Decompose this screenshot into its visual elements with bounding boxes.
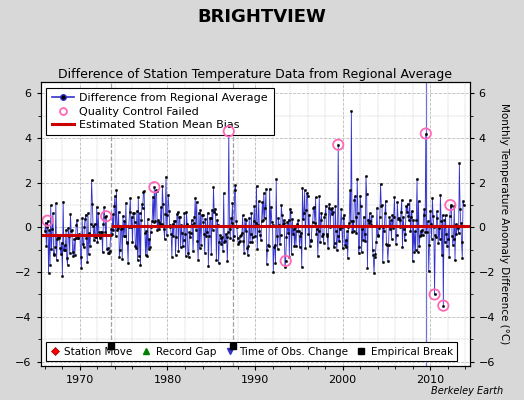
Title: Difference of Station Temperature Data from Regional Average: Difference of Station Temperature Data f… <box>58 68 452 81</box>
Point <box>439 302 447 309</box>
Y-axis label: Monthly Temperature Anomaly Difference (°C): Monthly Temperature Anomaly Difference (… <box>499 104 509 345</box>
Point <box>446 202 454 208</box>
Point <box>422 130 430 137</box>
Legend: Station Move, Record Gap, Time of Obs. Change, Empirical Break: Station Move, Record Gap, Time of Obs. C… <box>46 342 457 361</box>
Point <box>150 184 159 190</box>
Point <box>225 128 233 134</box>
Text: BRIGHTVIEW: BRIGHTVIEW <box>198 8 326 26</box>
Point <box>334 142 342 148</box>
Text: Berkeley Earth: Berkeley Earth <box>431 386 503 396</box>
Point <box>430 291 439 298</box>
Point <box>281 258 290 264</box>
Point <box>102 213 111 220</box>
Point <box>43 218 52 224</box>
